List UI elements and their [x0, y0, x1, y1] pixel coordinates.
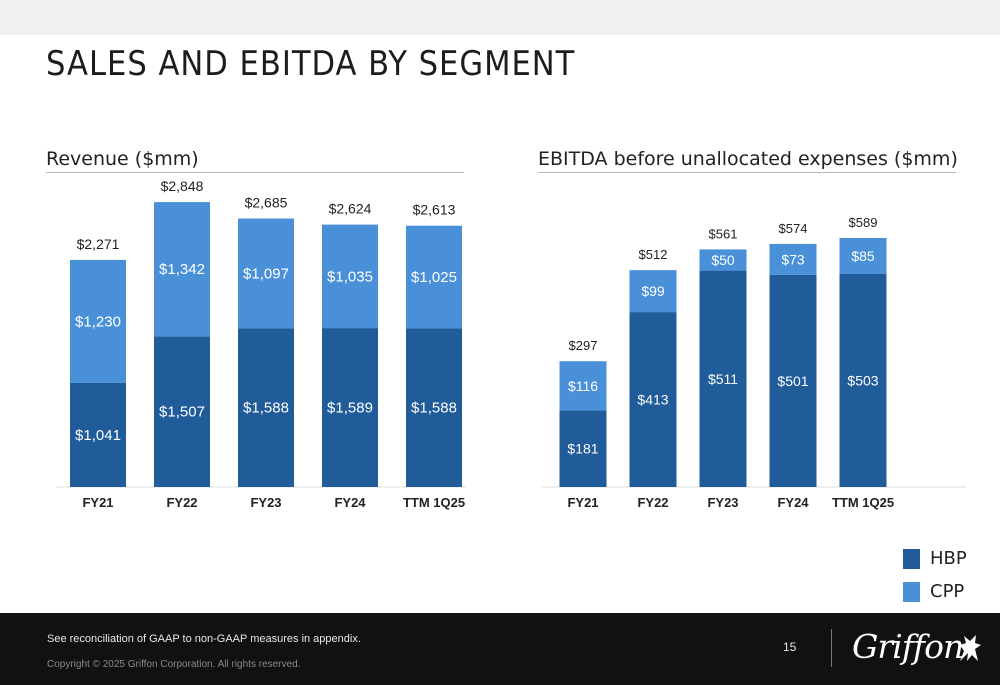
revenue-category-label-3: FY24 [334, 495, 366, 510]
ebitda-label-cpp-0: $116 [568, 378, 598, 394]
ebitda-bar-hbp-3 [769, 274, 817, 487]
ebitda-bar-hbp-4 [839, 273, 887, 487]
ebitda-chart: $181 $116 $297 FY21 $413 $99 $512 FY22 $511 $50 $5… [541, 215, 966, 510]
revenue-chart-title: Revenue ($mm) [46, 148, 199, 170]
revenue-total-label-2: $2,685 [245, 195, 288, 211]
ebitda-label-cpp-4: $85 [851, 248, 875, 264]
revenue-total-label-1: $2,848 [161, 178, 204, 194]
revenue-label-hbp-4: $1,588 [411, 400, 457, 417]
ebitda-title-rule [538, 172, 956, 173]
revenue-bar-hbp-1 [154, 336, 210, 487]
revenue-category-label-0: FY21 [82, 495, 113, 510]
ebitda-label-cpp-3: $73 [781, 251, 805, 267]
ebitda-label-hbp-1: $413 [637, 392, 668, 408]
revenue-bar-hbp-3 [322, 328, 378, 487]
legend-swatch-cpp [903, 581, 920, 602]
ebitda-label-hbp-3: $501 [777, 373, 808, 389]
ebitda-total-label-1: $512 [639, 247, 668, 262]
revenue-total-label-3: $2,624 [329, 201, 372, 217]
legend-item-cpp: CPP [903, 581, 964, 602]
revenue-category-label-4: TTM 1Q25 [403, 495, 465, 510]
revenue-bar-cpp-0 [70, 259, 126, 383]
page-number: 15 [783, 640, 797, 654]
copyright: Copyright © 2025 Griffon Corporation. Al… [47, 659, 301, 670]
revenue-label-cpp-4: $1,025 [411, 269, 457, 286]
revenue-chart: $1,041 $1,230 $2,271 FY21 $1,507 $1,342 $2,848… [56, 178, 466, 510]
ebitda-total-label-0: $297 [569, 338, 598, 353]
revenue-bar-hbp-4 [406, 328, 462, 487]
ebitda-bar-hbp-2 [699, 270, 747, 487]
ebitda-label-hbp-0: $181 [567, 441, 598, 457]
footer: See reconciliation of GAAP to non-GAAP m… [0, 613, 1000, 685]
ebitda-total-label-4: $589 [849, 215, 878, 230]
revenue-bar-cpp-4 [406, 225, 462, 329]
revenue-bar-cpp-3 [322, 224, 378, 329]
revenue-label-cpp-1: $1,342 [159, 261, 205, 278]
revenue-label-cpp-0: $1,230 [75, 313, 121, 330]
revenue-label-cpp-3: $1,035 [327, 268, 373, 285]
revenue-bar-hbp-0 [70, 382, 126, 487]
ebitda-category-label-2: FY23 [707, 495, 738, 510]
ebitda-bar-cpp-2 [699, 249, 747, 271]
legend-item-hbp: HBP [903, 548, 967, 569]
legend-swatch-hbp [903, 548, 920, 569]
ebitda-label-cpp-2: $50 [711, 252, 735, 268]
ebitda-bar-hbp-1 [629, 312, 677, 487]
revenue-category-label-2: FY23 [250, 495, 281, 510]
ebitda-category-label-4: TTM 1Q25 [832, 495, 894, 510]
revenue-bar-cpp-2 [238, 218, 294, 329]
ebitda-bar-cpp-4 [839, 237, 887, 274]
footnote: See reconciliation of GAAP to non-GAAP m… [47, 633, 361, 645]
ebitda-category-label-0: FY21 [567, 495, 598, 510]
griffon-logo: Griffon [852, 627, 982, 671]
griffin-icon [960, 635, 981, 661]
revenue-label-hbp-0: $1,041 [75, 427, 121, 444]
revenue-total-label-0: $2,271 [77, 236, 120, 252]
logo-wordmark: Griffon [852, 627, 964, 666]
revenue-bar-cpp-1 [154, 202, 210, 337]
revenue-label-hbp-2: $1,588 [243, 400, 289, 417]
ebitda-total-label-3: $574 [779, 221, 808, 236]
ebitda-label-hbp-2: $511 [708, 371, 738, 387]
ebitda-total-label-2: $561 [709, 226, 738, 241]
legend-label-hbp: HBP [930, 548, 967, 569]
revenue-label-hbp-3: $1,589 [327, 400, 373, 417]
ebitda-bar-cpp-1 [629, 270, 677, 313]
legend-label-cpp: CPP [930, 581, 965, 602]
revenue-label-hbp-1: $1,507 [159, 404, 205, 421]
ebitda-label-cpp-1: $99 [641, 283, 665, 299]
ebitda-bar-cpp-0 [559, 361, 607, 411]
revenue-category-label-1: FY22 [166, 495, 197, 510]
revenue-title-rule [46, 172, 464, 173]
ebitda-bar-hbp-0 [559, 410, 607, 487]
revenue-label-cpp-2: $1,097 [243, 265, 289, 282]
top-band [0, 0, 1000, 35]
ebitda-label-hbp-4: $503 [847, 372, 878, 388]
revenue-bar-hbp-2 [238, 328, 294, 487]
ebitda-bar-cpp-3 [769, 243, 817, 275]
revenue-total-label-4: $2,613 [413, 202, 456, 218]
page-title: SALES AND EBITDA BY SEGMENT [46, 44, 576, 84]
ebitda-chart-title: EBITDA before unallocated expenses ($mm) [538, 148, 958, 170]
footer-divider [831, 629, 832, 667]
ebitda-category-label-3: FY24 [777, 495, 809, 510]
ebitda-category-label-1: FY22 [637, 495, 668, 510]
